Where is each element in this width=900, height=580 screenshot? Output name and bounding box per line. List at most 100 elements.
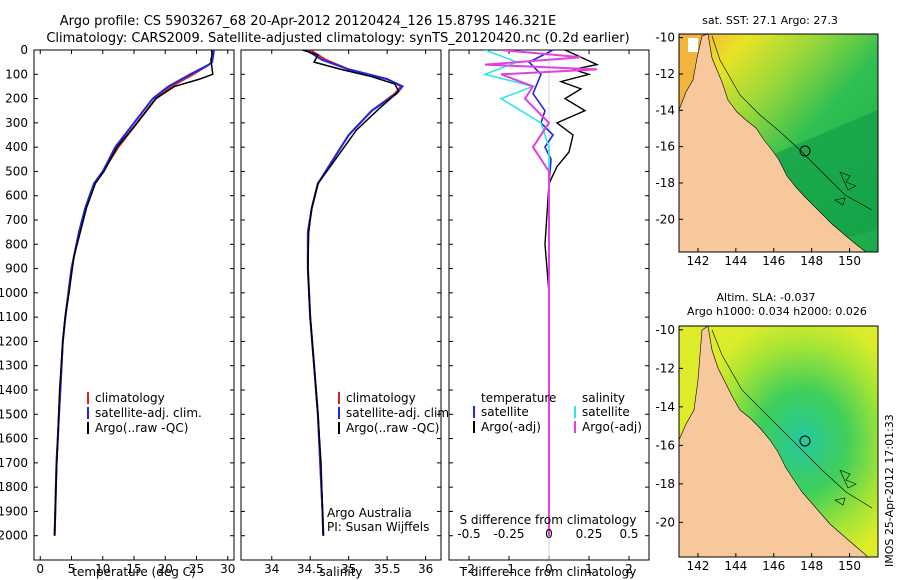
s-diff-tick-label: 0	[545, 527, 553, 541]
map-lat-label: -18	[655, 477, 675, 491]
depth-tick-label: 1300	[0, 359, 28, 373]
s-diff-tick-label: 0.5	[619, 527, 638, 541]
depth-tick-label: 600	[5, 189, 28, 203]
x-tick-label: 1	[585, 562, 593, 576]
salinity-y-ticks	[241, 49, 441, 537]
sst-map-panel: sat. SST: 27.1 Argo: 27.3 142 144 146 148 15…	[655, 14, 879, 268]
credit-argo-australia: Argo Australia	[327, 506, 412, 520]
salinity-axes-box	[240, 49, 442, 561]
legend-label-satellite: satellite-adj. clim.	[95, 406, 202, 420]
legend-label-s-satellite: satellite	[582, 405, 630, 419]
temperature-panel: 0 5 10 15 20 25 30 0 100 200 300 400 500 600 700 800 90…	[0, 43, 235, 579]
x-tick-label: -2	[463, 562, 475, 576]
depth-axis-ticks: 0 100 200 300 400 500 600 700 800 900 1000 1100 1200…	[0, 43, 234, 543]
temperature-xlabel: temperature (deg C)	[72, 565, 195, 579]
x-tick-label: 30	[220, 562, 235, 576]
sla-float-marker	[799, 435, 811, 447]
salinity-legend: climatology satellite-adj. clim. Argo(..…	[338, 391, 453, 435]
sst-map-ticks: 142 144 146 148 150 -10 -12 -14 -16 -18 -20	[655, 31, 861, 268]
map-lat-label: -14	[655, 400, 675, 414]
map-lon-label: 146	[762, 254, 785, 268]
map-lon-label: 142	[686, 559, 709, 573]
legend-label-argo: Argo(..raw -QC)	[95, 421, 188, 435]
x-tick-label: 35.5	[374, 562, 401, 576]
credit-pi: PI: Susan Wijffels	[327, 520, 429, 534]
salinity-panel: 34 34.5 35 35.5 36 salinity climatology sate…	[240, 49, 453, 579]
sla-land	[679, 326, 869, 557]
s-diff-tick-label: -0.25	[493, 527, 524, 541]
map-lon-label: 148	[800, 254, 823, 268]
salinity-diff-tick-labels: -0.5 -0.25 0 0.25 0.5	[457, 527, 638, 541]
depth-tick-label: 1000	[0, 286, 28, 300]
map-lat-label: -14	[655, 103, 675, 117]
temperature-lines	[53, 50, 215, 536]
sla-shelf-contour	[711, 329, 873, 509]
x-tick-label: -1	[503, 562, 515, 576]
legend-label-satellite: satellite-adj. clim.	[346, 406, 453, 420]
map-lat-label: -20	[655, 515, 675, 529]
x-tick-label: 36	[418, 562, 433, 576]
map-lon-label: 142	[686, 254, 709, 268]
map-lat-label: -16	[655, 438, 675, 452]
map-lat-label: -10	[655, 323, 675, 337]
map-lat-label: -12	[655, 67, 675, 81]
legend-label-t-argo: Argo(-adj)	[481, 420, 541, 434]
sla-map-ticks: 142 144 146 148 150 -10 -12 -14 -16 -18 -20	[655, 323, 861, 573]
legend-label-climatology: climatology	[346, 391, 416, 405]
title-line-1: Argo profile: CS 5903267_68 20-Apr-2012 …	[60, 14, 556, 29]
depth-tick-label: 100	[5, 67, 28, 81]
difference-panel: -2 -1 0 1 2 S difference from climatology -0…	[448, 49, 650, 579]
x-tick-label: 35	[341, 562, 356, 576]
sla-map-frame	[678, 325, 879, 558]
x-tick-label: 0	[545, 562, 553, 576]
difference-y-ticks	[449, 49, 649, 537]
map-lat-label: -16	[655, 140, 675, 154]
depth-tick-label: 1100	[0, 310, 28, 324]
sst-land	[679, 34, 867, 252]
legend-label-argo: Argo(..raw -QC)	[346, 421, 439, 435]
x-tick-label: 20	[158, 562, 173, 576]
x-tick-label: 15	[126, 562, 141, 576]
series-line-argo	[302, 50, 400, 536]
depth-tick-label: 1700	[0, 456, 28, 470]
x-tick-label: 0	[36, 562, 44, 576]
depth-tick-label: 1600	[0, 432, 28, 446]
title-line-2: Climatology: CARS2009. Satellite-adjuste…	[46, 31, 629, 46]
depth-tick-label: 1500	[0, 407, 28, 421]
sst-float-marker	[799, 145, 811, 157]
map-lat-label: -18	[655, 176, 675, 190]
depth-tick-label: 1900	[0, 504, 28, 518]
legend-header-salinity: salinity	[582, 391, 625, 405]
s-diff-tick-label: 0.25	[576, 527, 603, 541]
x-tick-label: 34	[264, 562, 279, 576]
salinity-xlabel: salinity	[319, 565, 362, 579]
depth-tick-label: 200	[5, 92, 28, 106]
depth-tick-label: 2000	[0, 529, 28, 543]
difference-legend: temperature satellite Argo(-adj) salinit…	[473, 391, 642, 434]
depth-tick-label: 1200	[0, 334, 28, 348]
x-tick-label: 10	[95, 562, 110, 576]
imos-timestamp: IMOS 25-Apr-2012 17:01:33	[883, 414, 896, 567]
sst-map-frame	[678, 33, 879, 253]
x-tick-label: 2	[625, 562, 633, 576]
series-line-argo	[53, 50, 214, 536]
temperature-x-ticks: 0 5 10 15 20 25 30	[36, 50, 235, 576]
legend-label-t-satellite: satellite	[481, 405, 529, 419]
sst-map-title: sat. SST: 27.1 Argo: 27.3	[702, 14, 838, 27]
depth-tick-label: 700	[5, 213, 28, 227]
difference-lines	[482, 50, 600, 560]
legend-header-temperature: temperature	[481, 391, 556, 405]
map-lon-label: 146	[762, 559, 785, 573]
depth-tick-label: 1400	[0, 383, 28, 397]
legend-label-s-argo: Argo(-adj)	[582, 420, 642, 434]
series-line-s-argo	[484, 50, 598, 536]
sla-map-title-1: Altim. SLA: -0.037	[716, 291, 815, 304]
sst-reef-outline	[834, 171, 857, 206]
x-tick-label: 25	[189, 562, 204, 576]
legend-label-climatology: climatology	[95, 391, 165, 405]
depth-tick-label: 300	[5, 116, 28, 130]
map-lon-label: 148	[800, 559, 823, 573]
difference-xlabel: T difference from climatology	[459, 565, 637, 579]
temperature-legend: climatology satellite-adj. clim. Argo(..…	[87, 391, 202, 435]
map-lon-label: 150	[838, 559, 861, 573]
